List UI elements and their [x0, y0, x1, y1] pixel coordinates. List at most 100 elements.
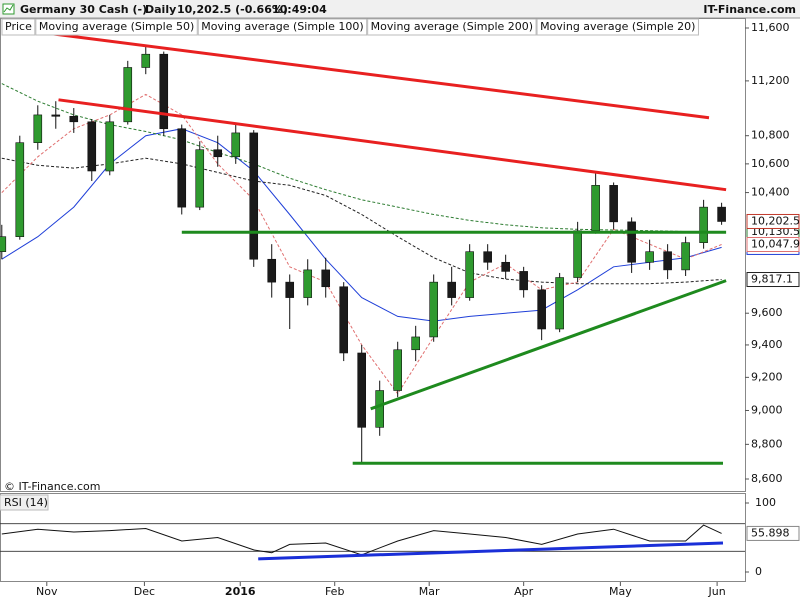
legend-label: Moving average (Simple 100) [201, 20, 363, 33]
candle-body [717, 206, 726, 222]
candle-body [429, 281, 438, 338]
x-tick-label: Mar [419, 585, 440, 598]
y-tick-label: 10,400 [751, 186, 790, 199]
candle-body [627, 221, 636, 263]
candle-body [375, 390, 384, 428]
y-tick-label: 9,000 [751, 403, 783, 416]
candle-body [645, 251, 654, 263]
candle-body [681, 242, 690, 271]
candle-body [285, 281, 295, 298]
candle-body [501, 261, 510, 272]
y-tick-label: 9,400 [751, 338, 783, 351]
rsi-last-label-box [746, 525, 800, 541]
candle-body [141, 53, 151, 68]
y-tick-label: 9,600 [751, 306, 783, 319]
legend-box [1, 18, 36, 36]
candle-body [195, 149, 205, 208]
y-tick-label: 8,800 [751, 437, 783, 450]
moving-average [1, 83, 722, 233]
source: IT-Finance.com [703, 3, 796, 16]
trendline [370, 279, 727, 411]
legend-label: Moving average (Simple 50) [39, 20, 194, 33]
candle-body [393, 349, 402, 391]
quote: 10,202.5 (-0.66%) [177, 3, 288, 16]
chart-title: Germany 30 Cash (-) [20, 3, 147, 16]
candle-body [357, 352, 367, 428]
ma-last-label-box [746, 236, 800, 252]
candle-body [177, 128, 187, 208]
y-tick-label: 11,600 [751, 21, 790, 34]
legend-box [536, 18, 699, 36]
ma-last-label: 9,817.1 [751, 273, 793, 286]
rsi-last-label: 55.898 [751, 526, 790, 539]
candle-body [267, 258, 277, 283]
candle-body [321, 269, 331, 288]
x-tick-label: Jun [708, 585, 726, 598]
rsi-title-box [0, 494, 49, 511]
moving-average [1, 128, 722, 322]
quote-time: 10:49:04 [272, 3, 327, 16]
y-tick-label: 8,600 [751, 472, 783, 485]
legend-label: Price [5, 20, 32, 33]
legend-box [35, 18, 198, 36]
candle-body [519, 271, 528, 291]
price-last-label: 10,202.5 [751, 214, 800, 227]
candle-body [447, 281, 456, 298]
watermark: © IT-Finance.com [4, 480, 101, 493]
y-tick-label: 10,600 [751, 157, 790, 170]
x-tick-label: Feb [325, 585, 344, 598]
x-tick-label: Nov [36, 585, 58, 598]
candle-body [69, 115, 79, 123]
candle-body [591, 185, 600, 232]
candle-body [483, 251, 492, 263]
legend-box [367, 18, 537, 36]
trendline [58, 98, 727, 192]
candle-body [609, 185, 618, 223]
header-bar [0, 0, 800, 18]
candle-body [123, 67, 133, 123]
candle-body [0, 236, 7, 252]
candle-body [15, 142, 25, 237]
candle-body [231, 132, 241, 158]
candle-body [537, 289, 546, 330]
x-tick-label: 2016 [225, 585, 256, 598]
candle-body [87, 121, 97, 172]
moving-average [1, 157, 722, 285]
rsi-line [1, 524, 722, 556]
y-tick-label: 11,200 [751, 74, 790, 87]
trendline [36, 30, 710, 120]
price-last-label-box [746, 213, 800, 229]
x-tick-label: Apr [514, 585, 534, 598]
candle-body [249, 132, 259, 260]
x-tick-label: May [609, 585, 632, 598]
candle-body [213, 149, 223, 158]
chart-icon-line [3, 4, 14, 13]
rsi-y-tick-label: 0 [755, 565, 762, 578]
candle-body [555, 277, 564, 330]
legend-box [197, 18, 368, 36]
y-tick-label: 10,800 [751, 129, 790, 142]
y-tick-label: 9,200 [751, 370, 783, 383]
rsi-panel [0, 493, 746, 582]
candle-body [339, 286, 349, 354]
candle-body [411, 336, 420, 351]
moving-average [1, 93, 722, 395]
candle-body [105, 121, 115, 172]
rsi-title: RSI (14) [4, 496, 48, 509]
legend-label: Moving average (Simple 200) [371, 20, 533, 33]
candle-body [699, 206, 708, 243]
candle-body [663, 251, 672, 271]
rsi-trendline [258, 541, 724, 561]
candle-body [51, 114, 61, 117]
x-tick-label: Dec [134, 585, 155, 598]
interval: Daily [145, 3, 176, 16]
legend-label: Moving average (Simple 20) [540, 20, 695, 33]
candle-body [33, 114, 43, 143]
rsi-y-tick-label: 100 [755, 496, 776, 509]
ma-last-label: 10,047.9 [751, 237, 800, 250]
candle-body [303, 269, 313, 298]
ma-last-label-box [746, 272, 800, 288]
candle-body [573, 230, 582, 278]
candle-body [159, 53, 169, 130]
